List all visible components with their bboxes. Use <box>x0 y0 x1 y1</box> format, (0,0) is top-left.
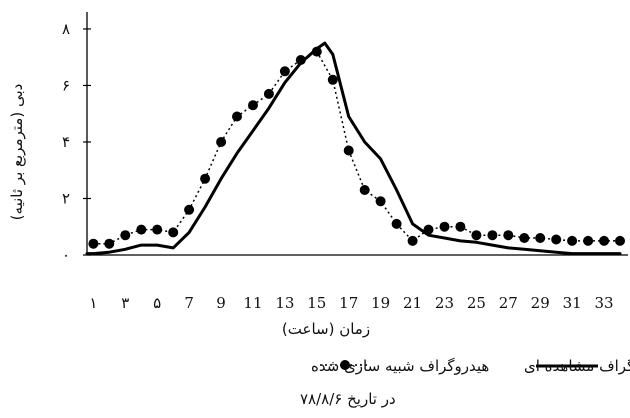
observed-series <box>85 41 622 256</box>
simulated-data-point <box>88 238 99 249</box>
x-tick-label: 13 <box>275 294 294 312</box>
x-axis-title: زمان (ساعت) <box>282 320 370 338</box>
simulated-data-point <box>232 111 242 122</box>
y-tick-label: ۸ <box>62 20 70 38</box>
simulated-data-point <box>216 137 227 147</box>
simulated-series <box>88 46 625 249</box>
simulated-data-point <box>120 230 131 241</box>
simulated-data-point <box>471 230 482 241</box>
simulated-data-point <box>407 235 418 246</box>
x-tick-label: 25 <box>467 294 486 312</box>
x-tick-label: 11 <box>243 294 262 312</box>
simulated-data-point <box>439 221 450 232</box>
axis-ticks: ۰ ۲ ۴ ۶ ۸ ۱ ۳ ۵ 7 9 11 13 15 17 19 21 23 25 27 29 31 33 <box>62 20 614 312</box>
legend-simulated-marker <box>340 360 350 370</box>
simulated-data-point <box>359 185 370 195</box>
simulated-data-point <box>423 224 434 235</box>
x-tick-label: 21 <box>403 294 422 312</box>
legend: هیدروگراف مشاهده ای هیدروگراف شبیه سازی … <box>300 357 630 408</box>
y-tick-label: ۶ <box>62 76 70 94</box>
simulated-data-point <box>487 230 498 241</box>
x-tick-label: ۵ <box>153 294 161 312</box>
x-tick-label: 15 <box>307 294 326 312</box>
x-tick-label: ۳ <box>121 294 129 312</box>
x-tick-label: 29 <box>531 294 550 312</box>
y-tick-label: ۴ <box>62 133 70 151</box>
simulated-data-point <box>104 238 115 249</box>
simulated-data-point <box>248 100 258 111</box>
simulated-data-point <box>136 224 147 235</box>
y-axis-title: دبی (مترمربع بر ثانیه) <box>8 84 26 221</box>
axes <box>86 12 628 256</box>
simulated-data-point <box>152 224 163 235</box>
data-series <box>85 41 625 256</box>
simulated-data-point <box>551 234 562 245</box>
simulated-data-point <box>327 74 338 85</box>
simulated-data-point <box>455 221 466 232</box>
x-tick-label: ۱ <box>89 294 97 312</box>
simulated-data-point <box>599 235 610 246</box>
x-tick-label: 7 <box>184 294 194 312</box>
simulated-data-point <box>583 235 594 246</box>
simulated-data-point <box>343 145 354 156</box>
y-tick-label: ۲ <box>62 189 70 207</box>
x-tick-label: 9 <box>216 294 226 312</box>
y-tick-label: ۰ <box>62 246 70 264</box>
simulated-data-point <box>168 227 179 238</box>
simulated-data-point <box>615 235 625 246</box>
legend-simulated-label: هیدروگراف شبیه سازی شده <box>311 357 489 375</box>
x-tick-label: 19 <box>371 294 390 312</box>
x-tick-label: 33 <box>595 294 614 312</box>
legend-observed-label: هیدروگراف مشاهده ای <box>524 357 630 375</box>
x-tick-label: 23 <box>435 294 454 312</box>
simulated-data-point <box>184 204 195 215</box>
simulated-data-point <box>535 233 546 243</box>
simulated-data-point <box>519 233 530 243</box>
simulated-data-point <box>391 218 402 229</box>
x-tick-label: 31 <box>563 294 582 312</box>
x-tick-label: 27 <box>499 294 518 312</box>
simulated-data-point <box>311 46 322 57</box>
simulated-hydrograph-line <box>93 50 620 245</box>
simulated-data-point <box>295 55 306 65</box>
simulated-data-point <box>375 196 386 207</box>
x-tick-label: 17 <box>339 294 358 312</box>
legend-date-note: در تاریخ ۷۸/۸/۶ <box>300 390 396 408</box>
observed-hydrograph-line <box>85 41 622 256</box>
simulated-data-point <box>200 173 211 184</box>
simulated-data-point <box>567 235 578 246</box>
simulated-data-point <box>279 66 290 77</box>
simulated-data-point <box>263 88 274 99</box>
simulated-data-point <box>503 230 514 241</box>
